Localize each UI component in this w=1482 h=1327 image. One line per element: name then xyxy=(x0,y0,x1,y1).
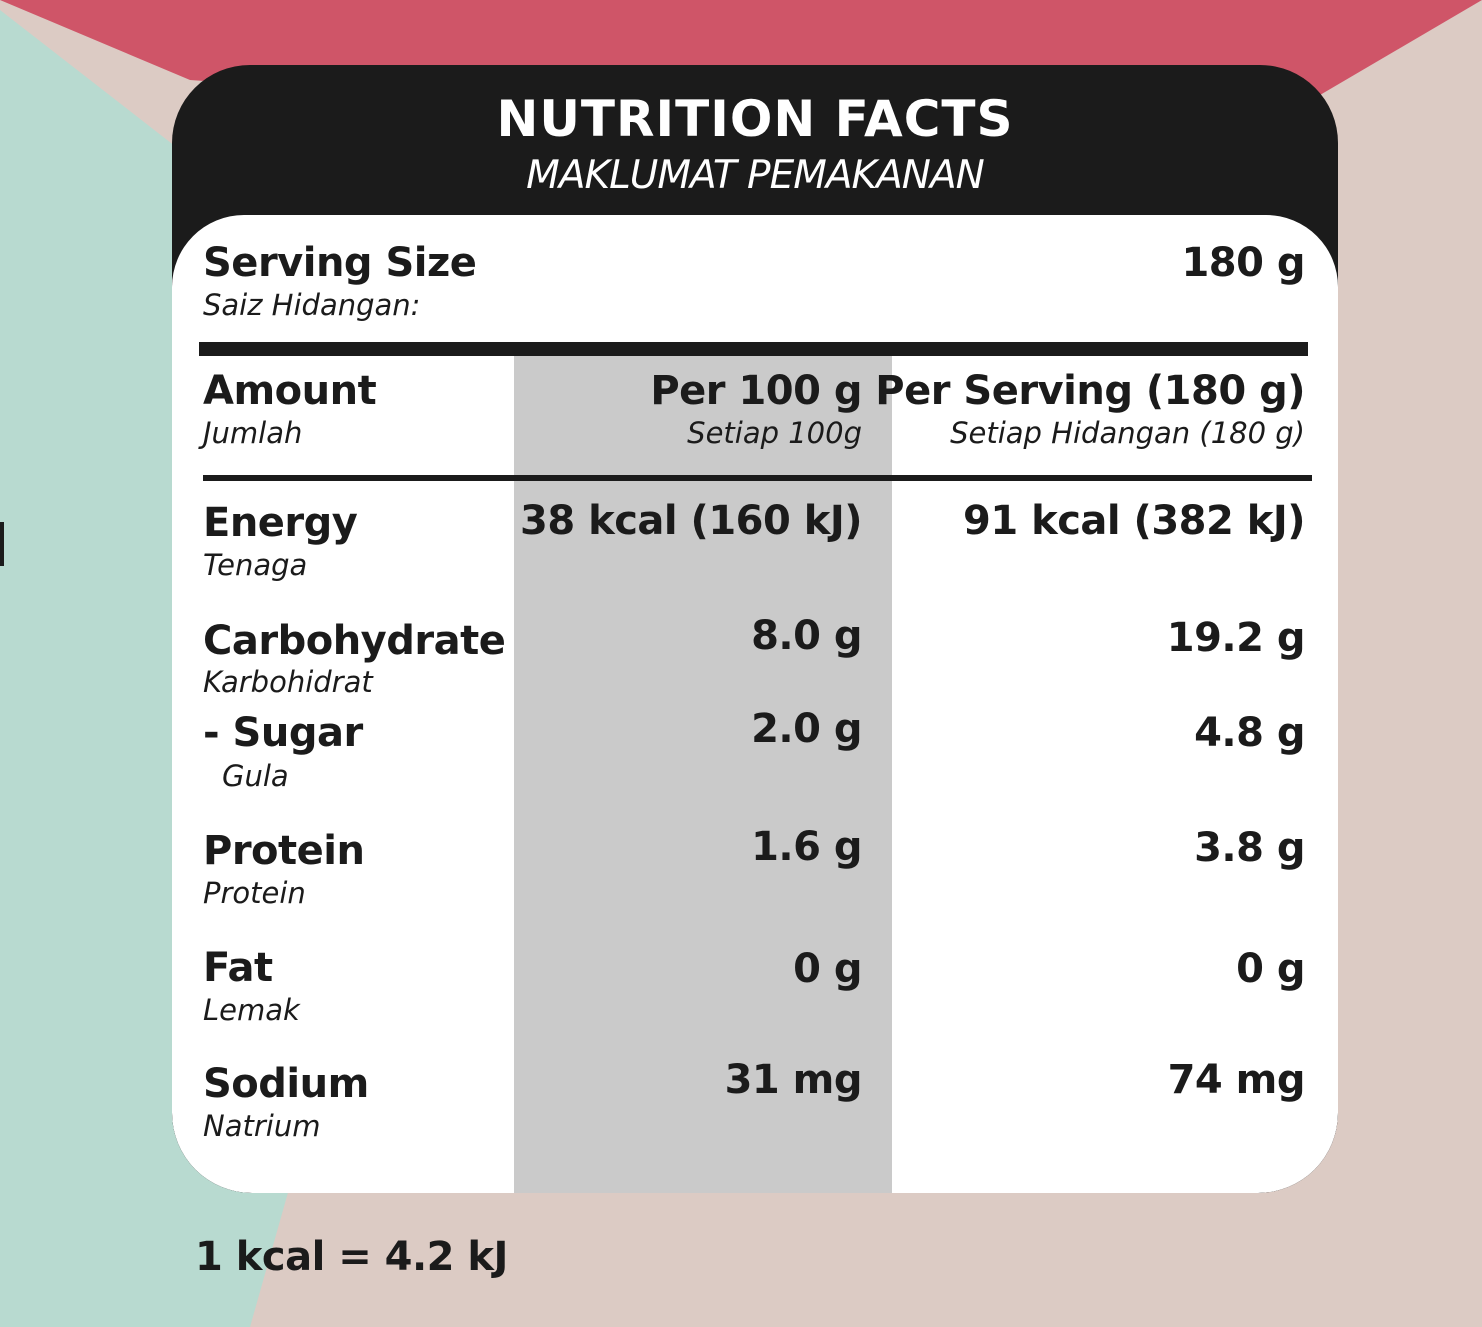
serving-size-value: 180 g xyxy=(1181,240,1305,286)
background-edge-mark xyxy=(0,522,4,566)
serving-size-label: Serving Size xyxy=(203,240,477,286)
sodium-per-serving: 74 mg xyxy=(1167,1057,1306,1103)
card-subtitle: MAKLUMAT PEMAKANAN xyxy=(526,153,985,198)
energy-per-100g: 38 kcal (160 kJ) xyxy=(520,498,863,544)
energy-label: Energy xyxy=(203,500,358,546)
fat-sublabel: Lemak xyxy=(203,993,300,1027)
fat-per-serving: 0 g xyxy=(1236,946,1305,992)
carbohydrate-sublabel: Karbohidrat xyxy=(203,665,373,699)
fat-label: Fat xyxy=(203,945,273,991)
protein-per-100g: 1.6 g xyxy=(751,824,862,870)
sodium-sublabel: Natrium xyxy=(203,1109,321,1143)
sodium-per-100g: 31 mg xyxy=(724,1057,863,1103)
energy-per-serving: 91 kcal (382 kJ) xyxy=(963,498,1306,544)
per-serving-header: Per Serving (180 g) xyxy=(875,368,1305,414)
protein-label: Protein xyxy=(203,828,365,874)
energy-conversion-note: 1 kcal = 4.2 kJ xyxy=(195,1234,508,1280)
per-100g-subheader: Setiap 100g xyxy=(687,416,862,450)
protein-sublabel: Protein xyxy=(203,876,306,910)
sugar-per-100g: 2.0 g xyxy=(751,706,862,752)
per-100g-column-shade xyxy=(514,355,892,1193)
amount-header: Amount xyxy=(203,368,377,414)
sugar-label: - Sugar xyxy=(203,710,363,756)
serving-divider xyxy=(199,342,1308,356)
carbohydrate-label: Carbohydrate xyxy=(203,618,506,664)
protein-per-serving: 3.8 g xyxy=(1194,825,1305,871)
card-header: NUTRITION FACTS MAKLUMAT PEMAKANAN xyxy=(172,65,1338,225)
serving-size-sublabel: Saiz Hidangan: xyxy=(203,288,421,322)
nutrition-facts-card: NUTRITION FACTS MAKLUMAT PEMAKANAN Servi… xyxy=(172,65,1338,1193)
card-title: NUTRITION FACTS xyxy=(496,90,1014,148)
per-serving-subheader: Setiap Hidangan (180 g) xyxy=(950,416,1305,450)
carbohydrate-per-serving: 19.2 g xyxy=(1166,615,1306,661)
sodium-label: Sodium xyxy=(203,1061,369,1107)
header-divider xyxy=(203,475,1312,481)
nutrition-table-panel: Serving Size Saiz Hidangan: 180 g Amount… xyxy=(172,215,1338,1193)
carbohydrate-per-100g: 8.0 g xyxy=(751,613,862,659)
amount-subheader: Jumlah xyxy=(203,416,303,450)
sugar-per-serving: 4.8 g xyxy=(1194,710,1305,756)
sugar-sublabel: Gula xyxy=(222,759,289,793)
fat-per-100g: 0 g xyxy=(793,946,862,992)
per-100g-header: Per 100 g xyxy=(650,368,862,414)
energy-sublabel: Tenaga xyxy=(203,548,308,582)
